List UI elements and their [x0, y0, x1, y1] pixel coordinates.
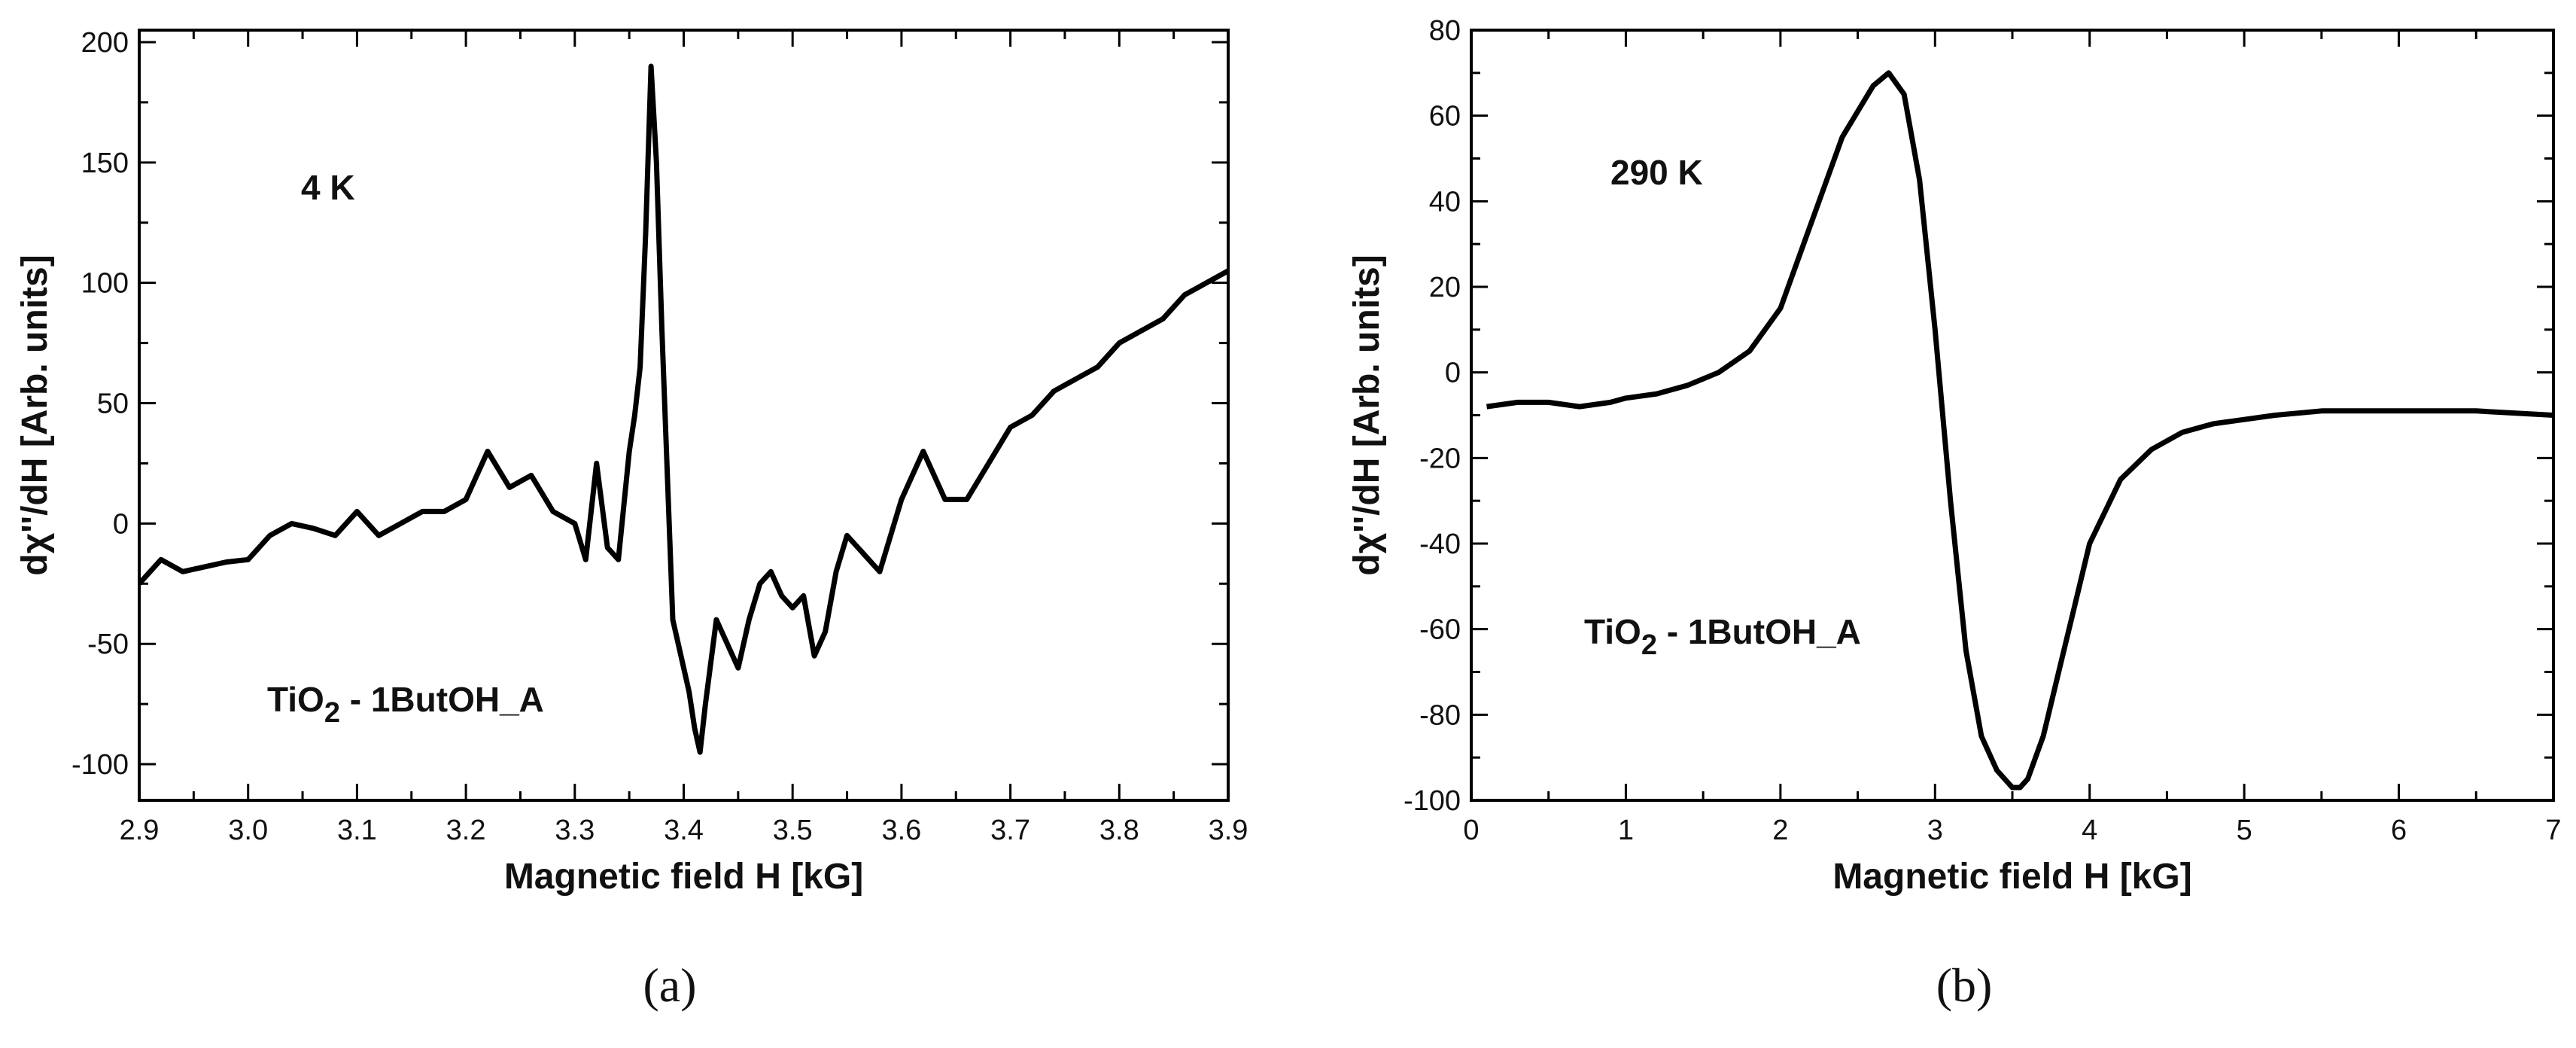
- y-tick-label: -40: [1419, 529, 1461, 560]
- sample-annotation: TiO2 - 1ButOH_A: [267, 680, 544, 729]
- temperature-annotation: 4 K: [301, 168, 355, 207]
- annotation-text: 290 K: [1610, 153, 1703, 192]
- y-axis-label: dχ''/dH [Arb. units]: [1347, 254, 1387, 575]
- y-tick-label: 200: [81, 27, 129, 59]
- y-tick-label: -60: [1419, 614, 1461, 646]
- annotation-text-after: - 1ButOH_A: [340, 680, 544, 719]
- series-line: [139, 63, 1228, 755]
- y-tick-label: -80: [1419, 699, 1461, 731]
- chart-panel-a: 2.9 3.0 3.1 3.2 3.3 3.4 3.5 3.6 3.7 3.8 3.9 -100 -50…: [15, 27, 1248, 1012]
- y-tick-label: 20: [1429, 272, 1461, 303]
- y-tick-label: -100: [1404, 785, 1461, 817]
- y-tick-label: 100: [81, 268, 129, 300]
- x-tick-label: 1: [1618, 815, 1634, 846]
- y-tick-label: 50: [97, 388, 129, 420]
- x-tick-label: 3.2: [446, 815, 486, 846]
- y-tick-label: -20: [1419, 443, 1461, 474]
- y-tick-label: 0: [113, 508, 129, 540]
- x-tick-label: 5: [2237, 815, 2252, 846]
- panel-label: (a): [643, 958, 696, 1012]
- y-tick-label: 150: [81, 148, 129, 179]
- y-tick-label: -50: [87, 629, 129, 660]
- y-tick-label: 60: [1429, 101, 1461, 133]
- annotation-subscript: 2: [1641, 629, 1657, 661]
- series-line: [1486, 70, 2553, 791]
- x-tick-label: 3: [1927, 815, 1943, 846]
- y-tick-label: 80: [1429, 15, 1461, 47]
- y-tick-label: 40: [1429, 186, 1461, 218]
- y-axis-label: dχ''/dH [Arb. units]: [15, 254, 55, 575]
- x-tick-label: 2.9: [120, 815, 160, 846]
- x-tick-label: 7: [2545, 815, 2561, 846]
- x-tick-label: 3.9: [1209, 815, 1248, 846]
- x-tick-label: 3.7: [990, 815, 1030, 846]
- annotation-text-after: - 1ButOH_A: [1657, 612, 1861, 651]
- x-tick-label: 3.3: [555, 815, 595, 846]
- panel-label: (b): [1936, 958, 1993, 1012]
- x-axis-label: Magnetic field H [kG]: [1832, 857, 2191, 897]
- sample-annotation: TiO2 - 1ButOH_A: [1584, 612, 1861, 661]
- x-tick-label: 6: [2391, 815, 2407, 846]
- annotation-text: TiO: [1584, 612, 1641, 651]
- x-tick-label: 0: [1463, 815, 1479, 846]
- x-tick-label: 3.8: [1099, 815, 1139, 846]
- x-axis-label: Magnetic field H [kG]: [504, 857, 863, 897]
- plot-frame: [1470, 29, 2555, 802]
- x-tick-label: 3.5: [773, 815, 813, 846]
- y-tick-label: 0: [1445, 358, 1461, 389]
- x-tick-label: 3.6: [881, 815, 921, 846]
- annotation-subscript: 2: [324, 697, 340, 729]
- temperature-annotation: 290 K: [1610, 153, 1703, 192]
- x-tick-label: 3.0: [228, 815, 268, 846]
- x-tick-label: 3.4: [664, 815, 704, 846]
- x-tick-label: 3.1: [337, 815, 377, 846]
- y-tick-label: -100: [71, 749, 129, 781]
- x-tick-label: 2: [1772, 815, 1788, 846]
- chart-panel-b: 0 1 2 3 4 5 6 7 -100 -80 -60 -40 -20 0 20 40 60 80 Magneti…: [1347, 15, 2562, 1012]
- annotation-text: 4 K: [301, 168, 355, 207]
- x-tick-label: 4: [2082, 815, 2097, 846]
- annotation-text: TiO: [267, 680, 324, 719]
